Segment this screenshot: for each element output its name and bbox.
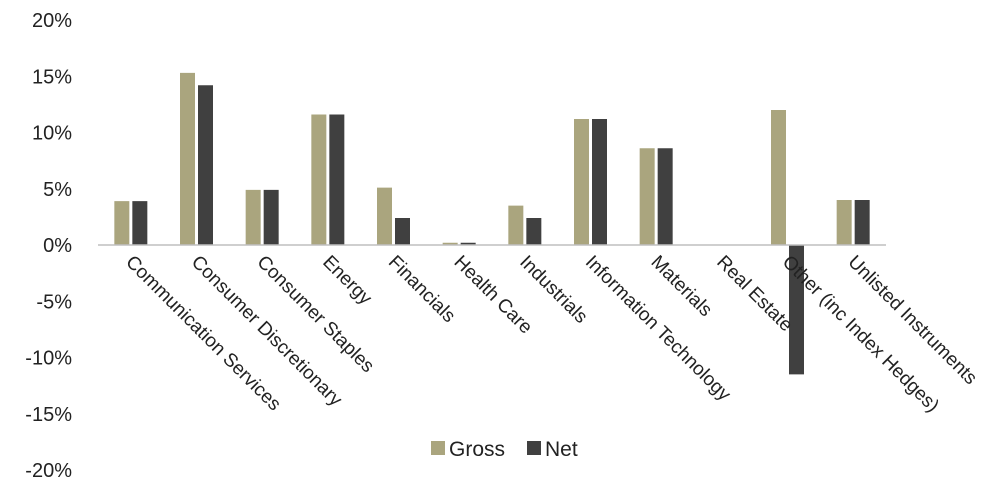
- legend: Gross Net: [431, 438, 578, 461]
- bar-net-8: [657, 148, 673, 245]
- category-label: Consumer Staples: [253, 252, 378, 377]
- y-tick-label: 10%: [32, 123, 72, 145]
- y-tick-label: 5%: [43, 179, 72, 201]
- bar-gross-10: [771, 110, 786, 245]
- y-axis-ticks: 20% 15% 10% 5% 0% -5% -10% -15% -20%: [25, 10, 72, 482]
- category-label: Materials: [647, 252, 716, 321]
- bar-net-2: [263, 189, 279, 245]
- bar-net-6: [526, 218, 542, 245]
- y-tick-label: -20%: [25, 460, 72, 482]
- bar-net-1: [198, 85, 213, 245]
- bar-gross-6: [508, 205, 524, 245]
- y-tick-label: 20%: [32, 10, 72, 32]
- bar-gross-5: [442, 242, 458, 245]
- bar-net-11: [854, 200, 870, 245]
- bar-net-5: [460, 242, 476, 245]
- category-label: Unlisted Instruments: [844, 252, 981, 389]
- y-tick-label: -5%: [36, 291, 72, 313]
- legend-label-gross: Gross: [449, 438, 505, 461]
- bar-gross-4: [377, 187, 392, 245]
- category-label: Energy: [318, 252, 376, 310]
- bar-gross-2: [245, 189, 261, 245]
- bar-gross-3: [311, 114, 327, 245]
- legend-label-net: Net: [545, 438, 578, 461]
- bar-gross-1: [180, 72, 195, 245]
- bar-gross-7: [574, 119, 589, 245]
- y-tick-label: 0%: [43, 235, 72, 257]
- y-tick-label: 15%: [32, 66, 72, 88]
- bars-group: [114, 72, 870, 375]
- bar-gross-11: [836, 200, 852, 245]
- bar-net-10: [789, 245, 804, 375]
- legend-swatch-gross: [431, 441, 445, 455]
- bar-net-3: [329, 114, 345, 245]
- bar-gross-0: [114, 201, 130, 245]
- bar-net-0: [132, 201, 148, 245]
- y-tick-label: -15%: [25, 404, 72, 426]
- category-label: Financials: [384, 252, 459, 327]
- bar-net-4: [395, 218, 410, 245]
- bar-gross-8: [639, 148, 655, 245]
- bar-net-7: [592, 119, 607, 245]
- y-tick-label: -10%: [25, 348, 72, 370]
- legend-swatch-net: [527, 441, 541, 455]
